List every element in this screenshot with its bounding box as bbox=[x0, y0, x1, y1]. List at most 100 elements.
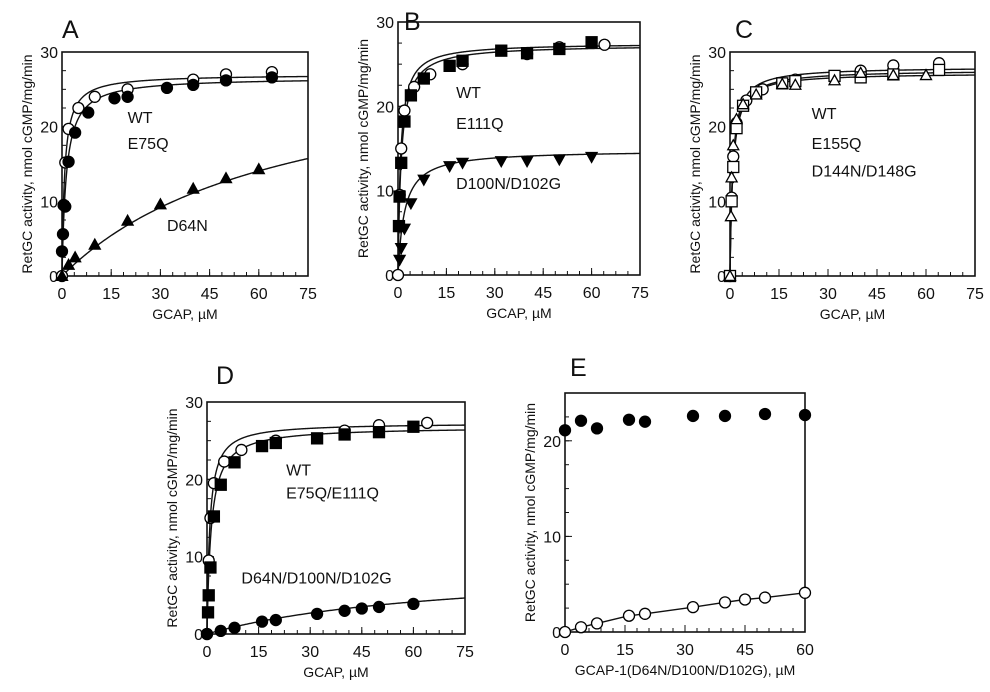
y-tick-label: 20 bbox=[708, 120, 726, 137]
x-tick-label: 75 bbox=[299, 286, 317, 303]
x-tick-label: 0 bbox=[394, 285, 403, 302]
data-point bbox=[228, 456, 241, 469]
y-tick-label: 0 bbox=[49, 269, 58, 286]
y-tick-label: 20 bbox=[40, 120, 58, 137]
x-axis-label: GCAP-1(D64N/D100N/D102G), µM bbox=[575, 662, 795, 678]
annotation-label: D64N/D100N/D102G bbox=[241, 571, 391, 588]
x-tick-label: 0 bbox=[561, 642, 570, 659]
data-point bbox=[495, 44, 508, 57]
data-point bbox=[398, 104, 411, 117]
y-tick-label: 0 bbox=[552, 625, 561, 642]
data-point bbox=[310, 607, 324, 621]
x-tick-label: 60 bbox=[917, 286, 935, 303]
annotation-label: D64N bbox=[167, 218, 208, 235]
data-point bbox=[219, 171, 233, 184]
plot-frame bbox=[61, 51, 309, 277]
data-point bbox=[214, 624, 227, 638]
data-point bbox=[160, 81, 174, 94]
annotation-label: D100N/D102G bbox=[456, 176, 561, 193]
y-tick-label: 10 bbox=[376, 184, 394, 201]
panel-label: E bbox=[570, 354, 587, 382]
data-point bbox=[82, 106, 95, 119]
data-point bbox=[590, 422, 604, 435]
data-point bbox=[204, 561, 217, 574]
x-tick-label: 60 bbox=[796, 642, 814, 659]
y-tick-label: 0 bbox=[385, 268, 394, 285]
data-point bbox=[218, 455, 231, 468]
data-point bbox=[421, 416, 434, 430]
fit-curve-1 bbox=[206, 429, 466, 634]
data-point bbox=[62, 155, 75, 168]
data-point bbox=[338, 604, 351, 617]
y-tick-label: 10 bbox=[40, 194, 58, 211]
y-tick-label: 30 bbox=[40, 45, 58, 62]
data-point bbox=[417, 72, 430, 85]
data-point bbox=[788, 78, 802, 90]
x-tick-label: 30 bbox=[676, 642, 694, 659]
data-point bbox=[68, 250, 82, 263]
data-point bbox=[121, 90, 134, 103]
x-tick-label: 45 bbox=[353, 644, 371, 661]
x-tick-label: 30 bbox=[301, 644, 319, 661]
data-point bbox=[598, 38, 611, 51]
panel-c: C 0 15 30 45 60 75 0 10 20 30 GCAP, µM RetGC activit… bbox=[687, 16, 984, 322]
data-point bbox=[798, 408, 812, 422]
x-tick-label: 45 bbox=[201, 286, 219, 303]
panel-label: A bbox=[62, 16, 79, 44]
data-point bbox=[108, 92, 121, 105]
data-point bbox=[585, 36, 598, 49]
x-tick-label: 60 bbox=[583, 285, 601, 302]
annotation-label: E111Q bbox=[456, 116, 503, 133]
data-point bbox=[558, 424, 572, 437]
data-point bbox=[775, 77, 789, 90]
data-point bbox=[61, 257, 76, 270]
data-point bbox=[758, 407, 772, 421]
y-tick-label: 20 bbox=[376, 99, 394, 116]
data-point bbox=[455, 157, 470, 170]
data-point bbox=[56, 228, 70, 241]
annotation-label: WT bbox=[286, 462, 311, 479]
y-tick-label: 0 bbox=[194, 627, 203, 644]
x-tick-label: 0 bbox=[203, 644, 212, 661]
data-point bbox=[200, 627, 214, 641]
data-point bbox=[391, 268, 405, 282]
x-axis-label: GCAP, µM bbox=[820, 306, 885, 322]
data-point bbox=[736, 97, 750, 110]
data-point bbox=[854, 66, 868, 78]
data-point bbox=[638, 607, 652, 620]
y-axis-label: RetGC activity, nmol cGMP/mg/min bbox=[522, 403, 538, 622]
x-tick-label: 15 bbox=[102, 286, 120, 303]
data-point bbox=[59, 200, 72, 213]
data-point bbox=[718, 409, 732, 423]
x-tick-label: 15 bbox=[250, 644, 268, 661]
data-point bbox=[726, 138, 740, 151]
data-point bbox=[187, 78, 200, 92]
x-axis-label: GCAP, µM bbox=[152, 306, 217, 322]
x-tick-label: 30 bbox=[819, 286, 837, 303]
x-tick-label: 75 bbox=[966, 286, 984, 303]
data-point bbox=[574, 621, 588, 634]
x-axis-label: GCAP, µM bbox=[486, 305, 551, 321]
data-point bbox=[395, 142, 408, 155]
y-tick-label: 10 bbox=[708, 194, 726, 211]
data-point bbox=[638, 415, 652, 428]
data-point bbox=[395, 156, 408, 169]
data-point bbox=[520, 47, 534, 60]
data-point bbox=[932, 63, 946, 77]
data-point bbox=[120, 213, 135, 226]
plot-frame bbox=[397, 21, 641, 276]
y-tick-label: 10 bbox=[543, 529, 561, 546]
fit-curve-0 bbox=[206, 424, 466, 634]
data-point bbox=[407, 597, 420, 610]
y-axis-label: RetGC activity, nmol cGMP/mg/min bbox=[687, 54, 703, 273]
data-point bbox=[88, 237, 102, 250]
y-tick-label: 10 bbox=[185, 550, 203, 567]
data-point bbox=[255, 615, 269, 628]
data-point bbox=[269, 613, 282, 627]
x-tick-label: 60 bbox=[405, 644, 423, 661]
data-point bbox=[520, 156, 534, 168]
data-point bbox=[255, 439, 269, 453]
fit-curve-1 bbox=[397, 47, 641, 275]
